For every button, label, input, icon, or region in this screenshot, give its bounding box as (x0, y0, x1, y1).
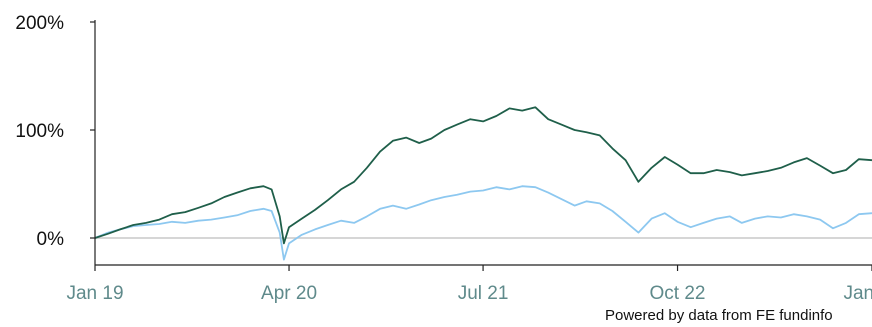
series-line-2 (94, 185, 872, 261)
x-tick-label: Apr 20 (261, 283, 317, 304)
data-credit: Powered by data from FE fundinfo (605, 307, 833, 324)
x-tick-label: Jul 21 (458, 283, 509, 304)
x-tick-label: Jan 24 (843, 283, 872, 304)
y-axis: 0% 100% 200% (15, 13, 96, 265)
y-tick-label: 200% (15, 13, 64, 34)
series-group (94, 106, 872, 261)
x-axis: Jan 19 Apr 20 Jul 21 Oct 22 Jan 24 (66, 264, 872, 304)
x-tick-label: Jan 19 (66, 283, 123, 304)
series-line-1 (94, 106, 872, 245)
x-tick-label: Oct 22 (650, 283, 706, 304)
y-tick-label: 0% (37, 229, 65, 250)
y-tick-label: 100% (15, 121, 64, 142)
